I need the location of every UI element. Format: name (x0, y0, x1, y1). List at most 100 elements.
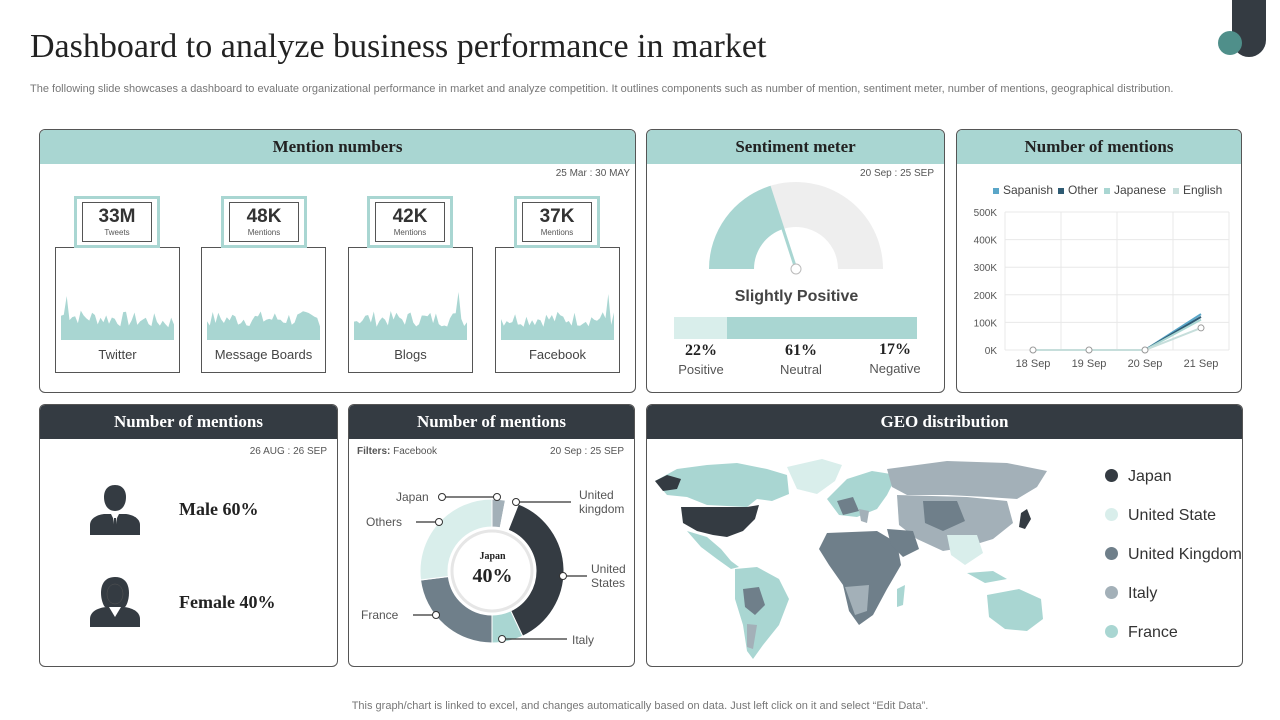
y-tick-label: 500K (974, 208, 998, 219)
badge-unit: Mentions (540, 228, 574, 237)
twitter-count-badge: 33M Tweets (74, 196, 160, 248)
badge-unit: Mentions (393, 228, 427, 237)
mention-card-label: Twitter (98, 347, 137, 362)
badge-value: 48K (246, 206, 282, 227)
badge-unit: Mentions (247, 228, 281, 237)
female-percentage: Female 40% (179, 592, 276, 612)
legend-japanese: Japanese (1104, 183, 1166, 197)
mention-card-label: Facebook (528, 347, 587, 362)
corner-decoration (1218, 0, 1266, 57)
sentiment-negative-label: Negative (869, 361, 921, 376)
donut-mentions-title: Number of mentions (349, 405, 634, 439)
donut-chart (413, 493, 587, 644)
donut-center-circle (450, 529, 534, 613)
filters-label: Filters: (357, 446, 391, 457)
series-line-english (1033, 326, 1202, 351)
donut-label-japan: Japan (396, 490, 429, 504)
donut-label-us: United States (591, 562, 626, 590)
sentiment-negative-value: 17% (879, 341, 911, 358)
x-tick-label: 18 Sep (1016, 358, 1051, 370)
leader-dot (438, 493, 446, 501)
gender-mentions-title: Number of mentions (40, 405, 337, 439)
leader-dot (498, 635, 506, 643)
gender-date: 26 AUG : 26 SEP (249, 446, 327, 457)
mention-numbers-date: 25 Mar : 30 MAY (555, 168, 630, 179)
sentiment-bar (674, 317, 917, 339)
gender-mentions-panel: Number of mentions 26 AUG : 26 SEP Male … (39, 404, 338, 667)
y-tick-label: 200K (974, 291, 998, 302)
sentiment-meter-title: Sentiment meter (647, 130, 944, 164)
sentiment-meter-panel: Sentiment meter 20 Sep : 25 SEP Slightly… (646, 129, 945, 393)
sentiment-gauge (709, 182, 883, 275)
data-point (1197, 324, 1205, 332)
sentiment-neutral-value: 61% (785, 342, 817, 359)
leader-dot (493, 493, 501, 501)
leader-dot (435, 518, 443, 526)
leader-dot (432, 611, 440, 619)
donut-slice-others (419, 498, 493, 581)
sentiment-neutral: 61% Neutral (761, 342, 841, 377)
page-subtitle: The following slide showcases a dashboar… (30, 83, 1174, 95)
blogs-count-badge: 42K Mentions (367, 196, 453, 248)
message-boards-count-badge: 48K Mentions (221, 196, 307, 248)
mentions-line-chart-panel: Number of mentions Sapanish Other Japane… (956, 129, 1242, 393)
badge-value: 33M (98, 206, 136, 227)
donut-mentions-panel: Number of mentions Filters: Facebook 20 … (348, 404, 635, 667)
filters-value[interactable]: Facebook (393, 446, 438, 457)
mention-card-facebook: Facebook (495, 247, 620, 373)
geo-legend-united-state: United State (1105, 507, 1216, 525)
message-boards-sparkline (207, 311, 320, 340)
page-title: Dashboard to analyze business performanc… (30, 28, 767, 65)
facebook-count-badge: 37K Mentions (514, 196, 600, 248)
donut-center-value: 40% (472, 565, 513, 587)
y-tick-label: 400K (974, 236, 998, 247)
mention-card-twitter: Twitter (55, 247, 180, 373)
sentiment-positive-value: 22% (685, 342, 717, 359)
sentiment-positive-label: Positive (678, 362, 724, 377)
mention-card-label: Blogs (394, 347, 427, 362)
badge-value: 37K (539, 206, 575, 227)
legend-sapanish: Sapanish (993, 183, 1053, 197)
geo-distribution-panel: GEO distribution (646, 404, 1243, 667)
sentiment-bar-positive (674, 317, 727, 339)
sentiment-date: 20 Sep : 25 SEP (860, 168, 934, 179)
legend-english: English (1173, 183, 1222, 197)
badge-unit: Tweets (104, 228, 130, 237)
y-tick-label: 300K (974, 263, 998, 274)
donut-label-uk: United kingdom (579, 488, 625, 516)
legend-other: Other (1058, 183, 1098, 197)
sentiment-status: Slightly Positive (734, 288, 859, 305)
data-point (1029, 346, 1037, 354)
y-tick-label: 0K (985, 346, 998, 357)
geo-legend-japan: Japan (1105, 468, 1172, 486)
donut-slice-united-states (507, 503, 565, 637)
male-icon (90, 485, 140, 535)
y-tick-label: 100K (974, 318, 998, 329)
male-percentage: Male 60% (179, 499, 259, 519)
mentions-line-chart-title: Number of mentions (957, 130, 1241, 164)
geo-legend-france: France (1105, 624, 1178, 642)
twitter-sparkline (61, 296, 174, 340)
data-point (1141, 346, 1149, 354)
leader-dot (559, 572, 567, 580)
mention-card-message-boards: Message Boards (201, 247, 326, 373)
female-icon (90, 577, 140, 627)
sentiment-positive: 22% Positive (661, 342, 741, 377)
mention-card-label: Message Boards (214, 347, 313, 362)
geo-distribution-title: GEO distribution (647, 405, 1242, 439)
mention-card-blogs: Blogs (348, 247, 473, 373)
sentiment-negative: 17% Negative (855, 341, 935, 376)
badge-value: 42K (392, 206, 428, 227)
facebook-sparkline (501, 294, 614, 340)
geo-legend-united-kingdom: United Kingdom (1105, 546, 1242, 564)
sentiment-neutral-label: Neutral (780, 362, 822, 377)
donut-filters: Filters: Facebook (357, 446, 437, 457)
donut-label-others: Others (366, 515, 403, 529)
donut-center-label: Japan (479, 551, 506, 562)
donut-label-france: France (361, 608, 399, 622)
world-map (655, 459, 1047, 659)
mentions-line-chart: 500K 400K 300K 200K 100K 0K 18 Sep 19 Sep 20 Sep… (974, 208, 1230, 370)
donut-label-italy: Italy (572, 633, 595, 647)
mention-numbers-panel: Mention numbers 25 Mar : 30 MAY Twitter … (39, 129, 636, 393)
blogs-sparkline (354, 292, 467, 340)
